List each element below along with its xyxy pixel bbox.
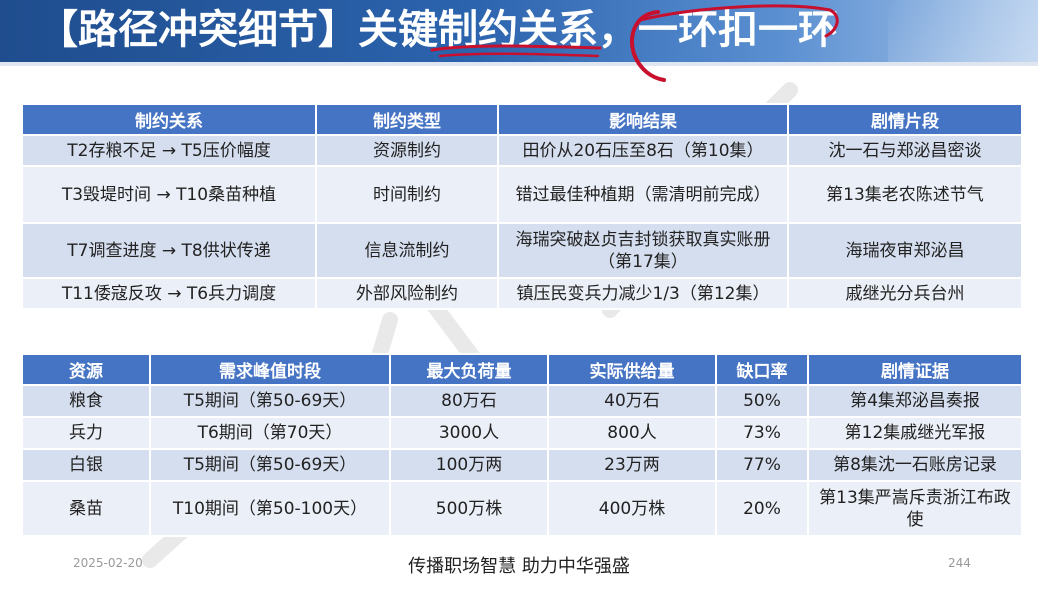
table-row: T2存粮不足 → T5压价幅度 资源制约 田价从20石压至8石（第10集） 沈一… [21,134,1023,167]
table-row: T7调查进度 → T8供状传递 信息流制约 海瑞突破赵贞吉封锁获取真实账册（第1… [21,222,1023,279]
table-cell: 77% [715,448,809,482]
footer-slogan: 传播职场智慧 助力中华强盛 [408,556,630,577]
banner-decoration [888,0,1038,62]
table-cell: 400万株 [547,480,717,537]
column-header: 缺口率 [715,353,809,386]
table-cell: 海瑞突破赵贞吉封锁获取真实账册（第17集） [497,222,789,279]
table-cell: 第8集沈一石账房记录 [807,448,1023,482]
resource-gap-table: 资源 需求峰值时段 最大负荷量 实际供给量 缺口率 剧情证据 粮食 T5期间（第… [21,353,1023,537]
column-header: 最大负荷量 [389,353,549,386]
table-cell: 海瑞夜审郑泌昌 [787,222,1023,279]
table-cell: 40万石 [547,384,717,418]
table-cell: 50% [715,384,809,418]
table-cell: 沈一石与郑泌昌密谈 [787,134,1023,167]
column-header: 制约关系 [21,103,317,136]
table-row: 粮食 T5期间（第50-69天） 80万石 40万石 50% 第4集郑泌昌奏报 [21,384,1023,418]
table-cell: T5期间（第50-69天） [149,384,391,418]
table-row: T11倭寇反攻 → T6兵力调度 外部风险制约 镇压民变兵力减少1/3（第12集… [21,277,1023,310]
table-cell: 第13集老农陈述节气 [787,165,1023,224]
table-cell: 错过最佳种植期（需清明前完成） [497,165,789,224]
column-header: 影响结果 [497,103,789,136]
table-cell: 第4集郑泌昌奏报 [807,384,1023,418]
table-cell: 20% [715,480,809,537]
table-cell: T10期间（第50-100天） [149,480,391,537]
table-cell: 镇压民变兵力减少1/3（第12集） [497,277,789,310]
constraint-table: 制约关系 制约类型 影响结果 剧情片段 T2存粮不足 → T5压价幅度 资源制约… [21,103,1023,310]
table-row: 桑苗 T10期间（第50-100天） 500万株 400万株 20% 第13集严… [21,480,1023,537]
table-cell: T3毁堤时间 → T10桑苗种植 [21,165,317,224]
table-cell: 3000人 [389,416,549,450]
banner-divider [0,62,1038,66]
column-header: 剧情证据 [807,353,1023,386]
column-header: 资源 [21,353,151,386]
table-cell: 外部风险制约 [315,277,499,310]
table-cell: T11倭寇反攻 → T6兵力调度 [21,277,317,310]
table-cell: 粮食 [21,384,151,418]
table-cell: 信息流制约 [315,222,499,279]
table-cell: T6期间（第70天） [149,416,391,450]
column-header: 剧情片段 [787,103,1023,136]
table-row: 白银 T5期间（第50-69天） 100万两 23万两 77% 第8集沈一石账房… [21,448,1023,482]
table-cell: 100万两 [389,448,549,482]
table-cell: 田价从20石压至8石（第10集） [497,134,789,167]
table-cell: 时间制约 [315,165,499,224]
table-cell: 戚继光分兵台州 [787,277,1023,310]
table-cell: T2存粮不足 → T5压价幅度 [21,134,317,167]
table-cell: 80万石 [389,384,549,418]
table-cell: 桑苗 [21,480,151,537]
table-cell: 兵力 [21,416,151,450]
title-banner: 【路径冲突细节】关键制约关系，一环扣一环 [0,0,1038,62]
table-row: T3毁堤时间 → T10桑苗种植 时间制约 错过最佳种植期（需清明前完成） 第1… [21,165,1023,224]
table-header-row: 制约关系 制约类型 影响结果 剧情片段 [21,103,1023,136]
table-cell: T5期间（第50-69天） [149,448,391,482]
column-header: 实际供给量 [547,353,717,386]
table-cell: 23万两 [547,448,717,482]
column-header: 需求峰值时段 [149,353,391,386]
table-cell: 500万株 [389,480,549,537]
table-cell: 白银 [21,448,151,482]
page-number: 244 [948,556,971,570]
table-header-row: 资源 需求峰值时段 最大负荷量 实际供给量 缺口率 剧情证据 [21,353,1023,386]
table-cell: 73% [715,416,809,450]
table-cell: 第12集戚继光军报 [807,416,1023,450]
page-title: 【路径冲突细节】关键制约关系，一环扣一环 [38,7,838,53]
footer-date: 2025-02-20 [73,556,143,570]
table-cell: 第13集严嵩斥责浙江布政使 [807,480,1023,537]
table-cell: 800人 [547,416,717,450]
column-header: 制约类型 [315,103,499,136]
table-row: 兵力 T6期间（第70天） 3000人 800人 73% 第12集戚继光军报 [21,416,1023,450]
table-cell: 资源制约 [315,134,499,167]
table-cell: T7调查进度 → T8供状传递 [21,222,317,279]
